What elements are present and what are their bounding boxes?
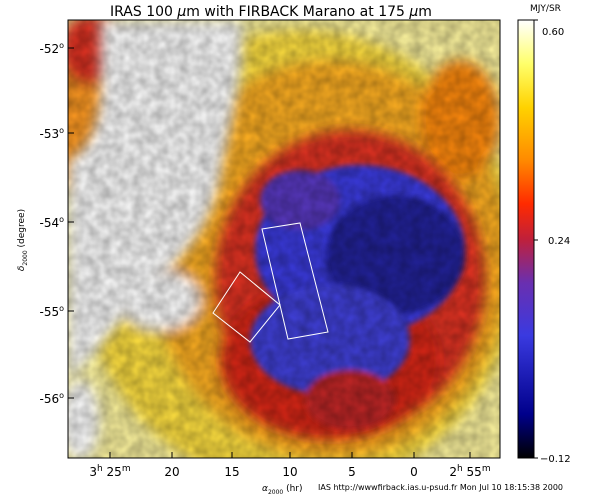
x-tick-label: 15 bbox=[224, 465, 239, 479]
plot-frame bbox=[67, 19, 501, 459]
colorbar bbox=[517, 19, 535, 459]
firback-field-south bbox=[212, 271, 281, 343]
y-tick-label: -52o bbox=[39, 41, 64, 56]
colorbar-ticks bbox=[534, 19, 538, 459]
colorbar-unit: MJY/SR bbox=[530, 4, 561, 14]
x-tick-label: 2h 55m bbox=[449, 464, 490, 479]
y-axis-ticks: -52o -53o -54o -55o -56o bbox=[39, 41, 74, 406]
y-tick-label: -55o bbox=[39, 304, 64, 319]
y-axis-label: δ2000 (degree) bbox=[17, 209, 29, 271]
y-tick-label: -53o bbox=[39, 126, 64, 141]
colorbar-min-label: −0.12 bbox=[540, 454, 571, 465]
colorbar-max-label: 0.60 bbox=[542, 27, 564, 38]
x-tick-label: 3h 25m bbox=[89, 464, 130, 479]
intensity-map bbox=[68, 20, 500, 458]
colorbar-mid-label: 0.24 bbox=[548, 236, 570, 247]
x-tick-label: 20 bbox=[164, 465, 179, 479]
y-tick-label: -56o bbox=[39, 391, 64, 406]
x-tick-label: 10 bbox=[282, 465, 297, 479]
footer-credit: IAS http://wwwfirback.ias.u-psud.fr Mon … bbox=[318, 483, 563, 492]
firback-field-north bbox=[261, 222, 329, 340]
x-axis-label: α2000 (hr) bbox=[262, 484, 303, 496]
y-tick-label: -54o bbox=[39, 215, 64, 230]
figure-title: IRAS 100 μm with FIRBACK Marano at 175 μ… bbox=[110, 4, 432, 20]
x-tick-label: 5 bbox=[348, 465, 356, 479]
x-axis-ticks: 3h 25m 20 15 10 5 0 2h 55m bbox=[89, 452, 491, 479]
x-tick-label: 0 bbox=[410, 465, 418, 479]
